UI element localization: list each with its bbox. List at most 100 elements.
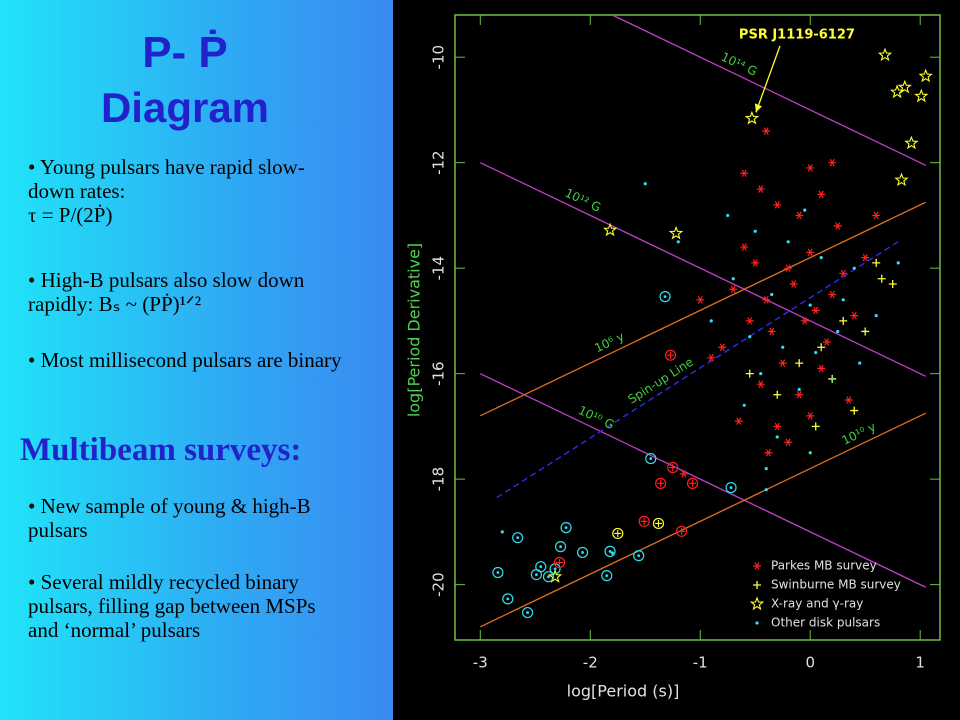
point (817, 364, 826, 373)
star (668, 225, 684, 240)
bullet-text: High-B pulsars also slow down rapidly: B… (28, 268, 305, 316)
point (500, 530, 504, 534)
reference-line (480, 201, 926, 417)
asterisk (789, 280, 798, 288)
asterisk (784, 438, 793, 446)
plus (795, 359, 804, 368)
legend-label: Parkes MB survey (771, 559, 877, 573)
point (664, 349, 677, 361)
plus (839, 316, 848, 325)
plus (555, 558, 563, 566)
point (610, 551, 614, 555)
point (753, 581, 761, 589)
point (756, 380, 765, 388)
point (803, 208, 807, 212)
dot (564, 526, 568, 530)
point (839, 316, 848, 325)
ring (659, 291, 671, 303)
plus (667, 351, 675, 359)
asterisk (817, 190, 826, 199)
plus (773, 390, 782, 399)
line-label: Spin-up Line (625, 355, 695, 407)
bullet: • Several mildly recycled binary pulsars… (28, 570, 316, 642)
point (675, 525, 688, 537)
y-tick-label: -20 (430, 572, 448, 597)
asterisk (740, 169, 749, 178)
plus (877, 274, 886, 283)
point (814, 350, 818, 355)
asterisk (806, 164, 815, 172)
point (811, 422, 820, 431)
ring (502, 593, 514, 605)
point (748, 335, 752, 339)
ring (664, 349, 677, 361)
star (918, 68, 933, 83)
point (896, 261, 900, 265)
point (759, 372, 763, 376)
point (819, 256, 823, 260)
asterisk (778, 359, 787, 367)
y-axis-label: log[Period Derivative] (405, 243, 424, 417)
dot (742, 403, 746, 407)
point (775, 435, 779, 439)
asterisk (767, 327, 776, 336)
ring (675, 525, 688, 537)
y-tick-label: -14 (430, 256, 448, 281)
dot (874, 314, 878, 318)
y-tick-label: -16 (430, 361, 448, 386)
point (753, 229, 757, 233)
point (502, 593, 514, 605)
plus (817, 343, 826, 352)
plus (861, 327, 870, 336)
point (749, 596, 765, 611)
point (521, 606, 534, 619)
dot (709, 319, 713, 323)
annotation: PSR J1119-6127 (739, 28, 855, 43)
point (797, 387, 801, 392)
point (841, 298, 845, 302)
point (554, 541, 567, 553)
dot (526, 611, 529, 614)
dot (731, 277, 735, 281)
point (795, 211, 804, 220)
plus (753, 581, 761, 589)
asterisk (773, 422, 782, 431)
dot (649, 457, 653, 460)
ring (521, 606, 534, 619)
point (512, 532, 524, 544)
point (828, 290, 837, 299)
dot (610, 551, 614, 555)
asterisk (762, 127, 771, 135)
line-label: 10¹² G (563, 186, 603, 215)
point (740, 243, 749, 251)
dot (547, 575, 550, 579)
y-tick-label: -10 (430, 45, 448, 70)
point (604, 545, 616, 557)
point (676, 240, 680, 244)
asterisk (795, 211, 804, 220)
point (872, 211, 881, 220)
asterisk (822, 338, 831, 346)
point (740, 169, 749, 178)
reference-lines (480, 15, 926, 628)
bullet: • Most millisecond pulsars are binary (28, 348, 342, 372)
plus (811, 422, 820, 431)
asterisk (756, 185, 765, 193)
point (861, 327, 870, 336)
point (633, 550, 645, 562)
asterisk (762, 296, 771, 304)
reference-line (496, 239, 901, 499)
point (789, 280, 798, 288)
bullet-text: Several mildly recycled binary pulsars, … (28, 570, 316, 642)
point (668, 225, 684, 240)
dot (676, 240, 680, 244)
dot (637, 554, 641, 558)
asterisk (764, 448, 773, 457)
line-label: 10¹⁰ G (576, 403, 616, 432)
reference-line (480, 373, 926, 588)
point (773, 201, 782, 209)
ring (612, 527, 624, 540)
dot (770, 292, 774, 297)
x-tick-label: -1 (693, 654, 708, 672)
